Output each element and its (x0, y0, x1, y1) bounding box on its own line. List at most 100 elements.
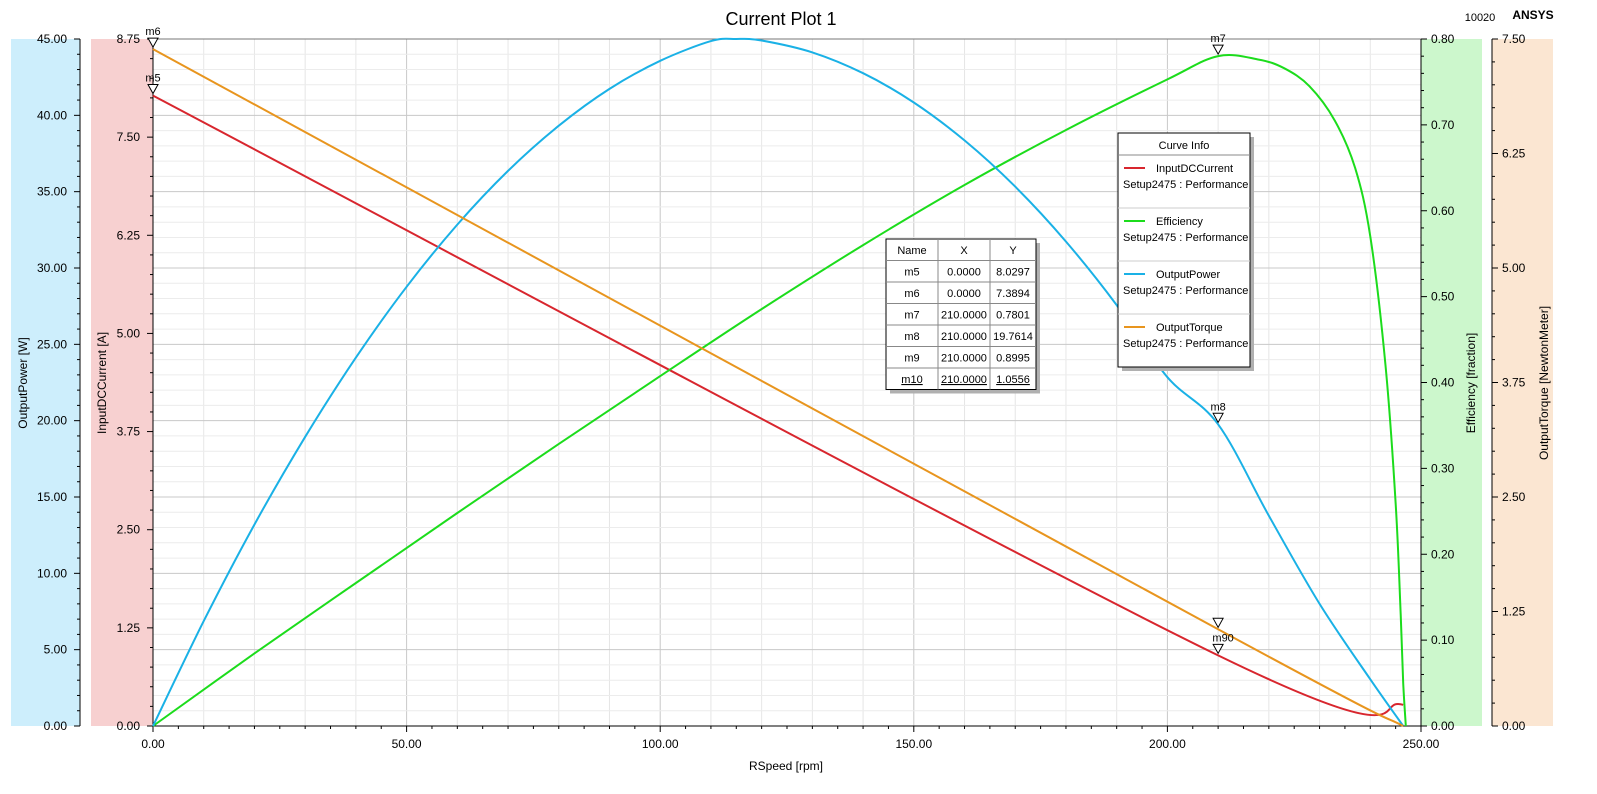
power-axis: 0.00 5.00 10.00 15.00 20.00 25.00 30.00 35.00 40… (37, 32, 81, 733)
power-tick-label: 0.00 (44, 719, 68, 733)
torque-tick-label: 5.00 (1502, 261, 1526, 275)
efficiency-axis: 0.00 0.10 0.20 0.30 0.40 0.50 0.60 0.70 0.80 (1420, 32, 1455, 733)
x-tick-label: 0.00 (141, 737, 165, 751)
marker-table-cell: 1.0556 (996, 374, 1030, 386)
marker-table-cell: m7 (904, 310, 919, 322)
torque-axis-label: OutputTorque [NewtonMeter] (1537, 306, 1551, 460)
legend-entry-outputtorque: OutputTorque (1156, 322, 1223, 334)
marker-table-cell: m8 (904, 331, 919, 343)
current-tick-label: 3.75 (117, 425, 141, 439)
marker-table-header: X (960, 245, 968, 257)
marker-table-cell: 19.7614 (993, 331, 1033, 343)
x-tick-label: 100.00 (642, 737, 679, 751)
power-tick-label: 30.00 (37, 261, 67, 275)
efficiency-tick-label: 0.40 (1431, 376, 1455, 390)
legend-source: Setup2475 : Performance (1123, 179, 1248, 191)
current-tick-label: 8.75 (117, 32, 141, 46)
current-tick-label: 7.50 (117, 130, 141, 144)
efficiency-tick-label: 0.70 (1431, 118, 1455, 132)
legend-source: Setup2475 : Performance (1123, 232, 1248, 244)
efficiency-axis-label: Efficiency [fraction] (1464, 333, 1478, 434)
series-inputdccurrent[interactable] (152, 94, 1404, 717)
torque-axis: 0.00 1.25 2.50 3.75 5.00 6.25 7.50 (1491, 32, 1526, 733)
marker-table-cell: 210.0000 (941, 374, 987, 386)
marker-table-cell: m5 (904, 267, 919, 279)
power-tick-label: 40.00 (37, 108, 67, 122)
marker-table-frame (885, 238, 1037, 390)
efficiency-axis-band (1421, 39, 1482, 726)
legend-entry-inputdccurrent: InputDCCurrent (1156, 163, 1233, 175)
grid (152, 38, 1422, 727)
marker-table-cell: 7.3894 (996, 288, 1030, 300)
efficiency-tick-label: 0.20 (1431, 547, 1455, 561)
current-tick-label: 0.00 (117, 719, 141, 733)
x-tick-label: 250.00 (1403, 737, 1440, 751)
torque-tick-label: 2.50 (1502, 490, 1526, 504)
torque-tick-label: 0.00 (1502, 719, 1526, 733)
series-outputtorque[interactable] (152, 48, 1404, 727)
current-axis-label: InputDCCurrent [A] (95, 332, 109, 434)
power-tick-label: 10.00 (37, 566, 67, 580)
torque-tick-label: 6.25 (1502, 147, 1526, 161)
legend-entry-outputpower: OutputPower (1156, 269, 1221, 281)
marker-table-cell: 0.0000 (947, 288, 981, 300)
power-axis-band (11, 39, 80, 726)
series-layer (152, 37, 1407, 727)
marker-table-cell: 0.0000 (947, 267, 981, 279)
torque-tick-label: 1.25 (1502, 605, 1526, 619)
series-efficiency[interactable] (152, 53, 1407, 727)
power-tick-label: 25.00 (37, 337, 67, 351)
current-tick-label: 2.50 (117, 523, 141, 537)
marker-layer: m5 m6 m7 m8 m90 (145, 26, 1234, 655)
marker-table-header: Y (1009, 245, 1017, 257)
power-tick-label: 5.00 (44, 643, 68, 657)
marker-table-cell: 210.0000 (941, 331, 987, 343)
x-tick-label: 150.00 (895, 737, 932, 751)
efficiency-tick-label: 0.30 (1431, 461, 1455, 475)
marker-table-cell: 210.0000 (941, 310, 987, 322)
counter-label: 10020 (1465, 12, 1496, 24)
marker-m7-label: m7 (1210, 33, 1225, 45)
x-tick-label: 200.00 (1149, 737, 1186, 751)
marker-table[interactable]: Name X Ym5 0.0000 8.0297 m6 0.0000 7.3894 m7 210.… (885, 238, 1040, 394)
marker-m9-icon[interactable] (1212, 643, 1224, 655)
marker-m10-icon[interactable] (1212, 617, 1224, 629)
legend-entry-efficiency: Efficiency (1156, 216, 1203, 228)
efficiency-tick-label: 0.00 (1431, 719, 1455, 733)
marker-m7-icon[interactable] (1212, 44, 1224, 56)
ansys-logo: ANSYS (1512, 8, 1553, 22)
power-tick-label: 15.00 (37, 490, 67, 504)
marker-table-cell: 210.0000 (941, 353, 987, 365)
chart-title: Current Plot 1 (725, 9, 836, 29)
current-axis-band (91, 39, 153, 726)
x-axis: 0.00 50.00 100.00 150.00 200.00 250.00 (141, 725, 1440, 751)
power-tick-label: 45.00 (37, 32, 67, 46)
efficiency-tick-label: 0.60 (1431, 204, 1455, 218)
current-tick-label: 6.25 (117, 228, 141, 242)
marker-table-cell: m6 (904, 288, 919, 300)
marker-m8-icon[interactable] (1212, 412, 1224, 424)
legend-source: Setup2475 : Performance (1123, 285, 1248, 297)
efficiency-tick-label: 0.10 (1431, 633, 1455, 647)
current-tick-label: 5.00 (117, 326, 141, 340)
marker-overlap-label: m90 (1212, 632, 1233, 644)
x-axis-label: RSpeed [rpm] (749, 759, 823, 773)
legend-title: Curve Info (1159, 140, 1210, 152)
marker-table-cell: 0.8995 (996, 353, 1030, 365)
power-tick-label: 20.00 (37, 414, 67, 428)
marker-table-cell: 0.7801 (996, 310, 1030, 322)
current-tick-label: 1.25 (117, 621, 141, 635)
x-tick-label: 50.00 (392, 737, 422, 751)
marker-table-cell: m10 (901, 374, 922, 386)
marker-m5-icon[interactable] (147, 84, 159, 95)
marker-m6-icon[interactable] (147, 37, 159, 49)
marker-table-header: Name (897, 245, 926, 257)
marker-table-cell: m9 (904, 353, 919, 365)
power-tick-label: 35.00 (37, 185, 67, 199)
legend[interactable]: Curve Info InputDCCurrent Setup2475 : Perf… (1117, 132, 1254, 371)
marker-m8-label: m8 (1210, 401, 1225, 413)
efficiency-tick-label: 0.50 (1431, 290, 1455, 304)
series-outputpower[interactable] (152, 37, 1405, 727)
efficiency-tick-label: 0.80 (1431, 32, 1455, 46)
